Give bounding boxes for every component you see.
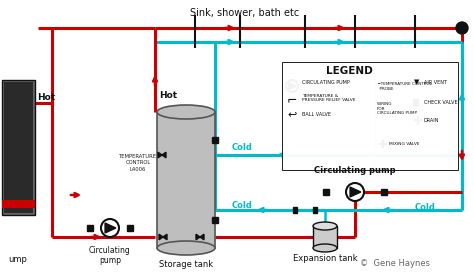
- Ellipse shape: [313, 222, 337, 230]
- Text: ©  Gene Haynes: © Gene Haynes: [360, 259, 430, 268]
- Bar: [87, 225, 93, 231]
- Polygon shape: [159, 234, 163, 240]
- Text: CIRCULATING PUMP: CIRCULATING PUMP: [302, 81, 350, 85]
- Text: Circulating
pump: Circulating pump: [89, 246, 131, 266]
- Ellipse shape: [313, 244, 337, 252]
- Text: Cold: Cold: [415, 204, 436, 213]
- Text: ↩: ↩: [287, 109, 296, 119]
- Bar: [323, 189, 329, 195]
- Polygon shape: [350, 187, 361, 197]
- Text: ━ TEMPERATURE CONTROL
  PROBE: ━ TEMPERATURE CONTROL PROBE: [377, 82, 432, 91]
- Text: Cold: Cold: [232, 201, 253, 210]
- Text: Hot: Hot: [159, 91, 177, 100]
- Text: MIXING VALVE: MIXING VALVE: [389, 142, 419, 146]
- Bar: [212, 217, 218, 223]
- Text: Cold: Cold: [232, 144, 253, 153]
- Text: Circulating pump: Circulating pump: [314, 166, 396, 175]
- Text: ⌐: ⌐: [287, 93, 298, 107]
- Text: AIR VENT: AIR VENT: [424, 79, 447, 84]
- Circle shape: [346, 183, 364, 201]
- Polygon shape: [158, 152, 162, 158]
- Circle shape: [286, 80, 298, 92]
- Text: CHECK VALVE: CHECK VALVE: [424, 99, 457, 104]
- Bar: [413, 98, 419, 105]
- Circle shape: [101, 219, 119, 237]
- Bar: [282, 62, 458, 170]
- Text: TEMPERATURE
CONTROL
L4006: TEMPERATURE CONTROL L4006: [119, 154, 157, 172]
- Bar: [313, 207, 317, 213]
- Polygon shape: [105, 223, 116, 233]
- Text: TEMPERATURE &
PRESSURE RELIEF VALVE: TEMPERATURE & PRESSURE RELIEF VALVE: [302, 94, 356, 102]
- Bar: [293, 207, 297, 213]
- Bar: [2, 200, 35, 208]
- Bar: [313, 226, 337, 248]
- Bar: [212, 137, 218, 143]
- Bar: [127, 225, 133, 231]
- Polygon shape: [200, 234, 204, 240]
- Text: Expansion tank: Expansion tank: [292, 254, 357, 263]
- Text: WIRING
FOR
CIRCULATING PUMP: WIRING FOR CIRCULATING PUMP: [377, 102, 417, 115]
- Bar: [381, 189, 387, 195]
- Ellipse shape: [157, 241, 215, 255]
- Bar: [4, 82, 33, 213]
- Polygon shape: [289, 83, 296, 89]
- Text: Sink, shower, bath etc: Sink, shower, bath etc: [191, 8, 300, 18]
- Polygon shape: [163, 234, 167, 240]
- Text: Hot: Hot: [37, 93, 55, 102]
- Text: LEGEND: LEGEND: [326, 66, 372, 76]
- Text: ump: ump: [8, 255, 27, 264]
- Text: ▼: ▼: [414, 79, 419, 85]
- Bar: [2, 80, 35, 215]
- Polygon shape: [196, 234, 200, 240]
- Text: DRAIN: DRAIN: [424, 118, 439, 122]
- Text: Storage tank: Storage tank: [159, 260, 213, 269]
- Bar: [157, 112, 215, 248]
- Text: BALL VALVE: BALL VALVE: [302, 112, 331, 116]
- Ellipse shape: [157, 105, 215, 119]
- Circle shape: [456, 22, 468, 34]
- Polygon shape: [162, 152, 166, 158]
